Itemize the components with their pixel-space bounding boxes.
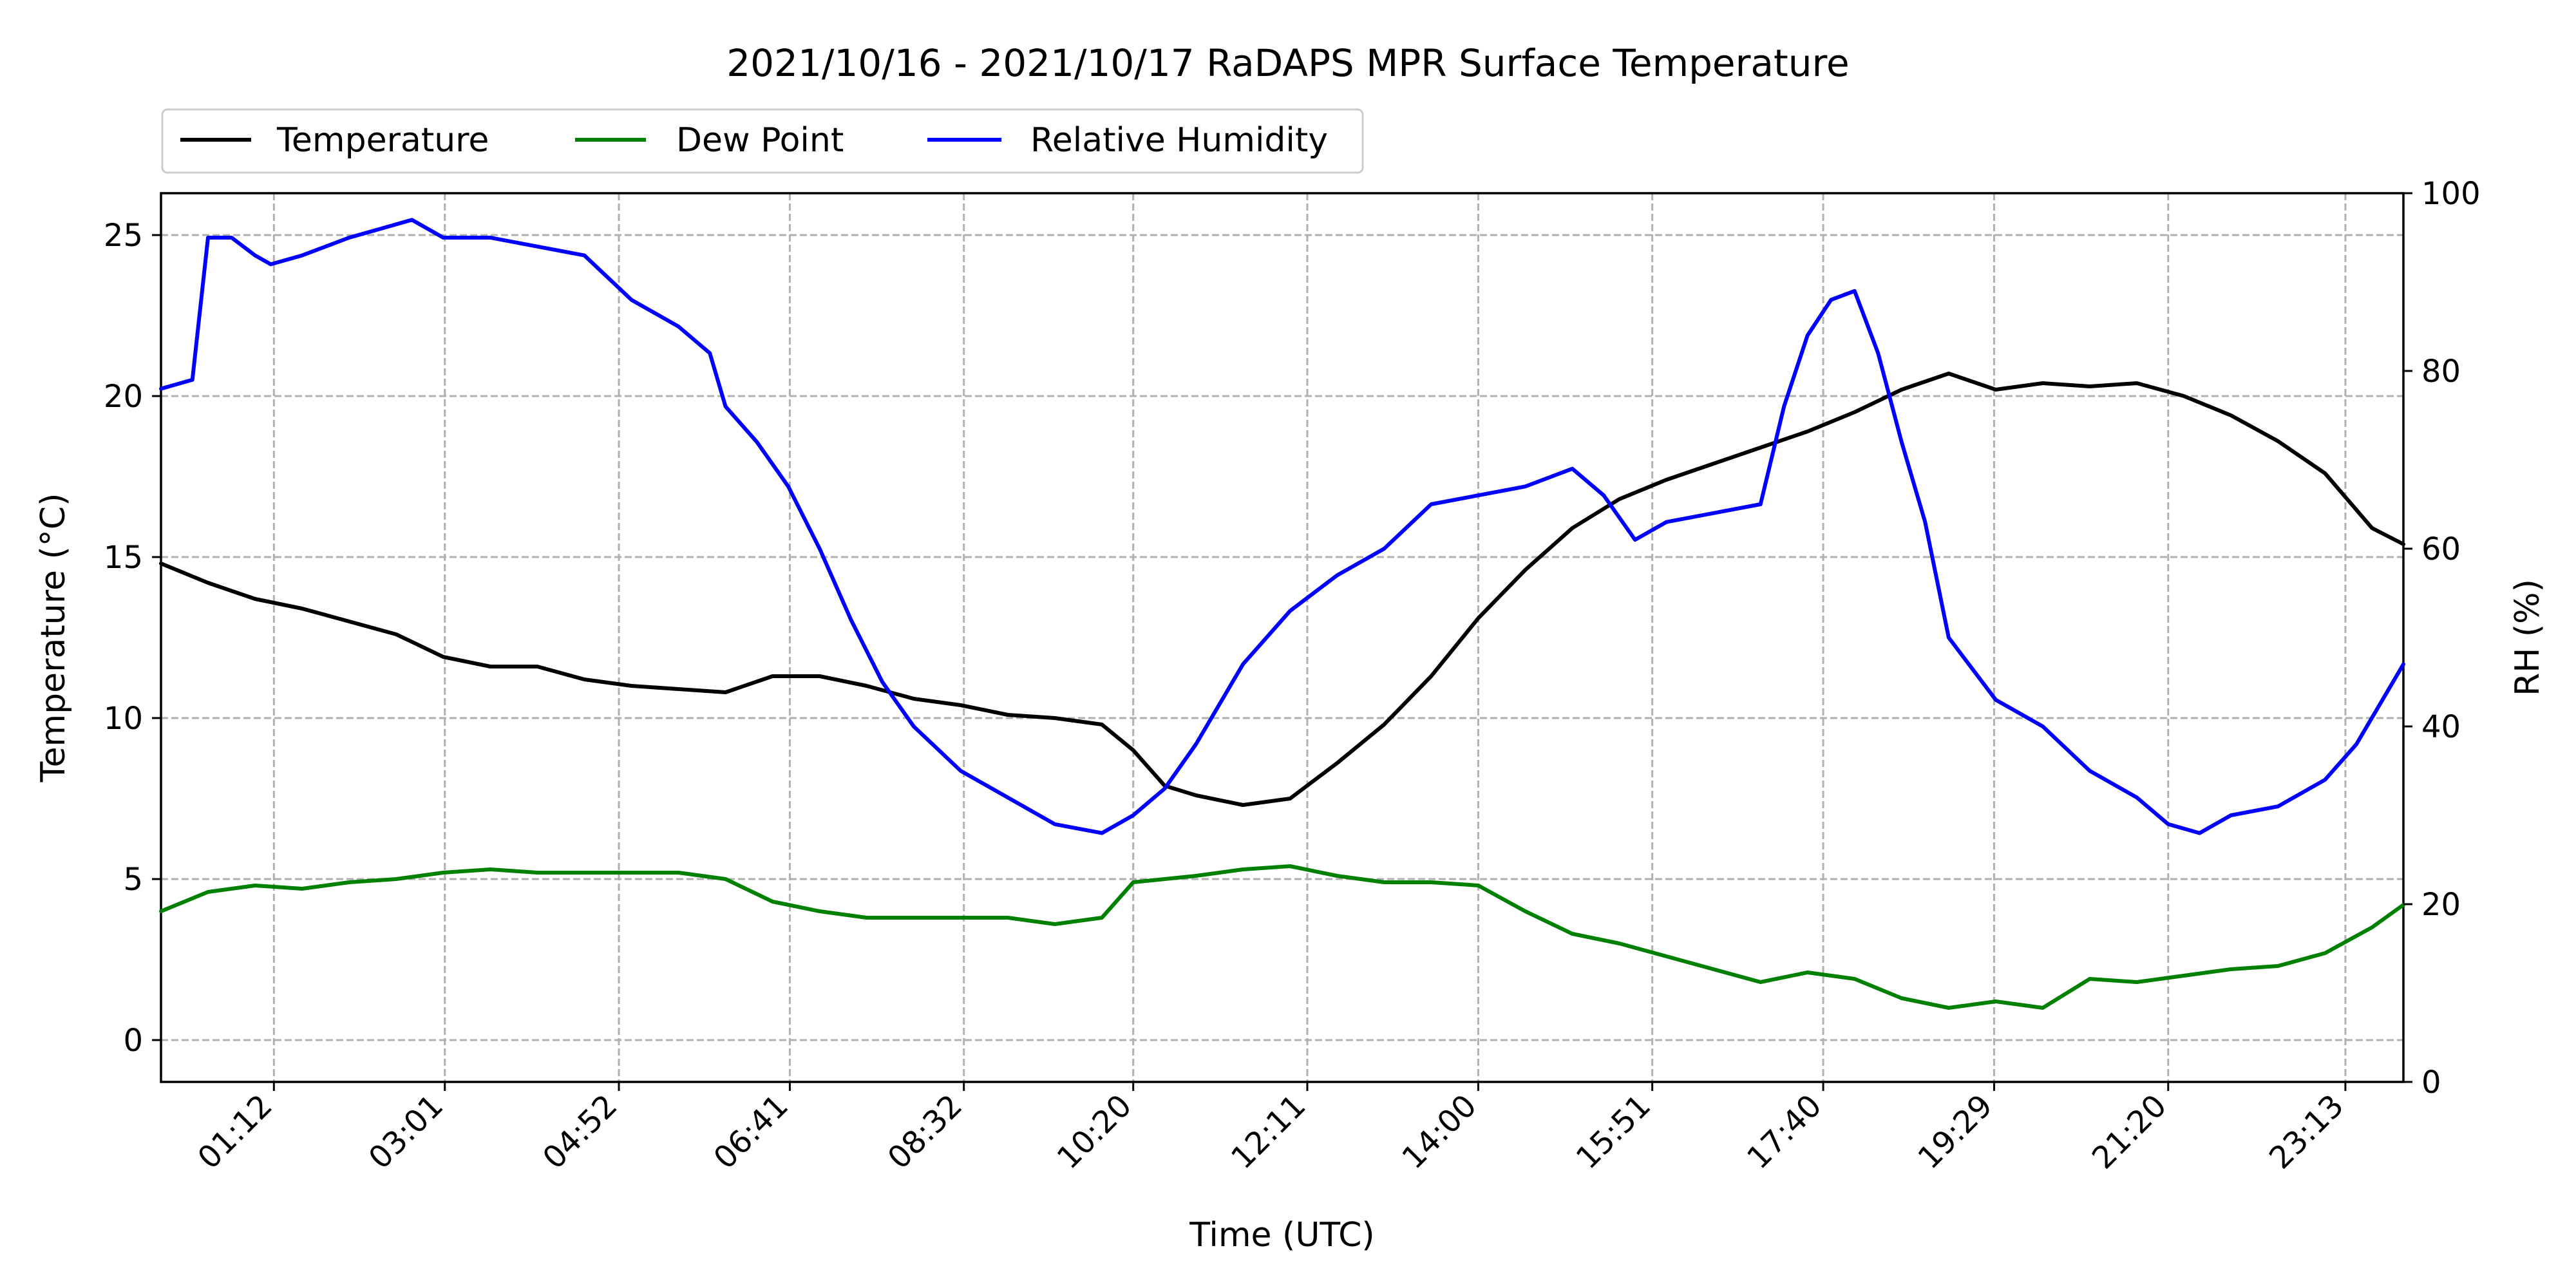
legend-label-relative-humidity: Relative Humidity — [1030, 121, 1328, 160]
series-layer — [159, 218, 2405, 1010]
y-tick-label: 20 — [104, 379, 143, 415]
y-tick-label: 25 — [104, 218, 143, 254]
x-axis-ticks: 01:12 03:01 04:52 06:41 08:32 10:20 12:11 14:00… — [191, 1082, 2351, 1176]
x-tick-label: 23:13 — [2262, 1088, 2351, 1176]
y-tick-label: 5 — [123, 862, 143, 898]
grid-layer — [161, 193, 2403, 1082]
x-tick-label: 21:20 — [2085, 1088, 2174, 1176]
y2-tick-label: 40 — [2421, 709, 2461, 745]
y-tick-label: 10 — [104, 701, 143, 737]
series-line-relative-humidity — [159, 218, 2405, 835]
y2-tick-label: 60 — [2421, 531, 2461, 567]
plot-frame — [160, 192, 2405, 1083]
legend-frame — [161, 108, 1364, 174]
x-tick-label: 10:20 — [1050, 1088, 1139, 1176]
x-tick-label: 04:52 — [536, 1088, 624, 1176]
y2-axis-ticks: 0 20 40 60 80 100 — [2403, 176, 2481, 1101]
legend: Temperature Dew Point Relative Humidity — [161, 108, 1364, 174]
y-tick-label: 15 — [104, 540, 143, 576]
series-line-temperature — [159, 372, 2405, 807]
y2-tick-label: 20 — [2421, 887, 2461, 923]
x-tick-label: 01:12 — [191, 1088, 279, 1176]
x-tick-label: 14:00 — [1395, 1088, 1483, 1176]
legend-label-dew-point: Dew Point — [676, 121, 844, 160]
x-tick-label: 08:32 — [881, 1088, 969, 1176]
series-line-dew-point — [159, 864, 2405, 1010]
x-tick-label: 15:51 — [1569, 1088, 1658, 1176]
y-tick-label: 0 — [123, 1023, 143, 1059]
x-tick-label: 03:01 — [362, 1088, 450, 1176]
x-tick-label: 12:11 — [1224, 1088, 1312, 1176]
x-tick-label: 17:40 — [1740, 1088, 1828, 1176]
y-axis-ticks: 0 5 10 15 20 25 — [104, 218, 161, 1059]
y2-tick-label: 80 — [2421, 354, 2461, 390]
y-axis-label: Temperature (°C) — [34, 493, 73, 783]
x-axis-label: Time (UTC) — [1189, 1216, 1374, 1255]
chart-title: 2021/10/16 - 2021/10/17 RaDAPS MPR Surfa… — [726, 41, 1849, 85]
y2-tick-label: 0 — [2421, 1065, 2441, 1101]
x-tick-label: 19:29 — [1911, 1088, 2000, 1176]
x-tick-label: 06:41 — [706, 1088, 795, 1176]
y2-axis-label: RH (%) — [2508, 579, 2547, 696]
legend-label-temperature: Temperature — [276, 121, 489, 160]
y2-tick-label: 100 — [2421, 176, 2481, 212]
